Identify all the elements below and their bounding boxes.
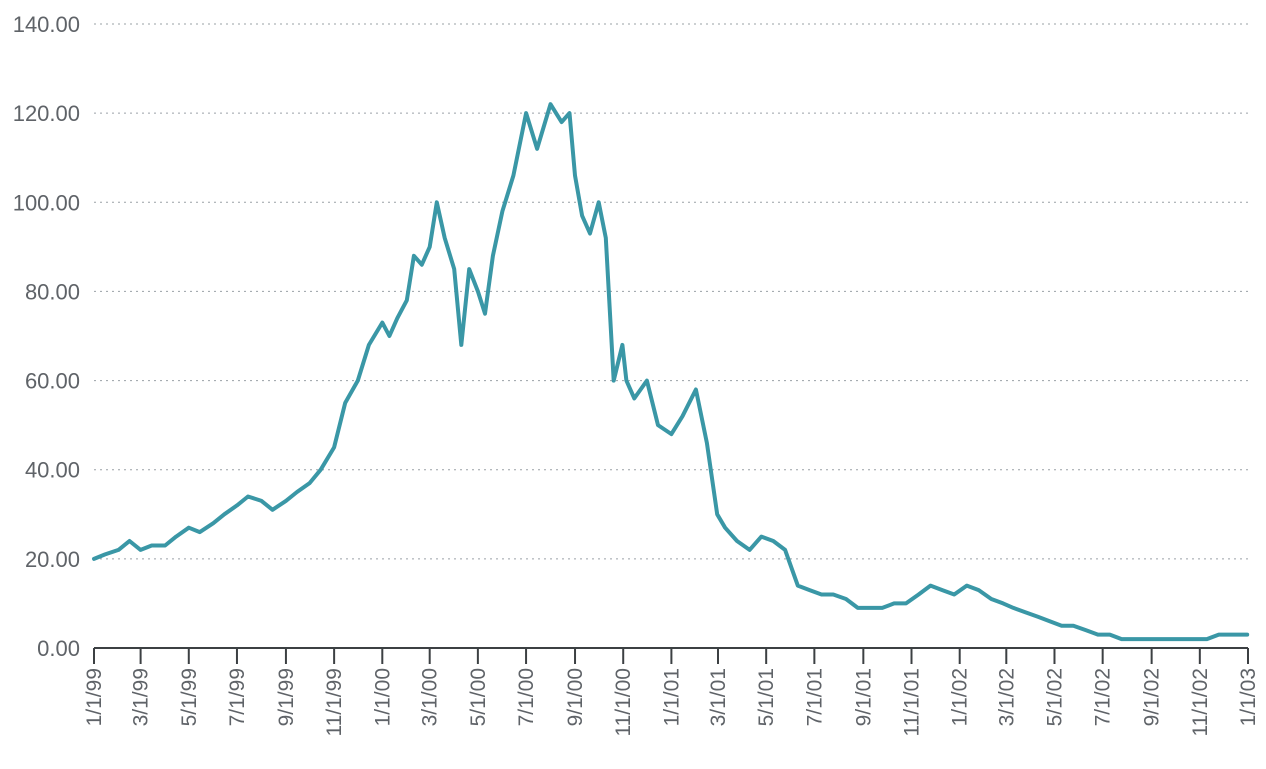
gridlines — [94, 23, 1248, 560]
x-tick-label: 7/1/01 — [803, 668, 826, 726]
y-tick-label: 0.00 — [37, 636, 80, 661]
x-tick-label: 1/1/01 — [660, 668, 683, 726]
x-tick-label: 9/1/00 — [564, 668, 587, 726]
x-tick-label: 11/1/02 — [1189, 668, 1212, 737]
x-axis — [93, 647, 1249, 664]
x-tick-label: 1/1/00 — [371, 668, 394, 726]
y-tick-label: 100.00 — [13, 190, 80, 215]
x-axis-labels: 1/1/99 3/1/99 5/1/99 7/1/99 9/1/99 11/1/99 1/1… — [83, 668, 1260, 737]
x-tick-label: 7/1/00 — [515, 668, 538, 726]
x-tick-label: 11/1/01 — [901, 668, 924, 737]
x-tick-label: 1/1/03 — [1237, 668, 1260, 726]
series-layer — [92, 102, 1250, 642]
x-tick-label: 9/1/99 — [275, 668, 298, 726]
x-tick-label: 3/1/02 — [995, 668, 1018, 726]
y-axis-labels: 0.00 20.00 40.00 60.00 80.00 100.00 120.00 140.… — [13, 12, 80, 661]
x-tick-label: 7/1/02 — [1092, 668, 1115, 726]
y-tick-label: 120.00 — [13, 101, 80, 126]
y-tick-label: 80.00 — [25, 279, 80, 304]
x-tick-label: 5/1/02 — [1043, 668, 1066, 726]
x-tick-label: 5/1/00 — [467, 668, 490, 726]
x-tick-label: 1/1/02 — [949, 668, 972, 726]
series-line — [92, 102, 1250, 642]
y-tick-label: 20.00 — [25, 547, 80, 572]
x-tick-label: 3/1/99 — [130, 668, 153, 726]
y-tick-label: 60.00 — [25, 369, 80, 394]
x-tick-label: 3/1/00 — [419, 668, 442, 726]
x-tick-label: 11/1/99 — [323, 668, 346, 737]
x-tick-label: 9/1/02 — [1141, 668, 1164, 726]
x-tick-label: 9/1/01 — [852, 668, 875, 726]
x-tick-label: 7/1/99 — [226, 668, 249, 726]
x-tick-label: 5/1/99 — [178, 668, 201, 726]
x-tick-label: 3/1/01 — [707, 668, 730, 726]
x-tick-label: 5/1/01 — [755, 668, 778, 726]
y-tick-label: 40.00 — [25, 458, 80, 483]
x-tick-label: 1/1/99 — [83, 668, 106, 726]
x-tick-label: 11/1/00 — [612, 668, 635, 737]
y-tick-label: 140.00 — [13, 12, 80, 37]
